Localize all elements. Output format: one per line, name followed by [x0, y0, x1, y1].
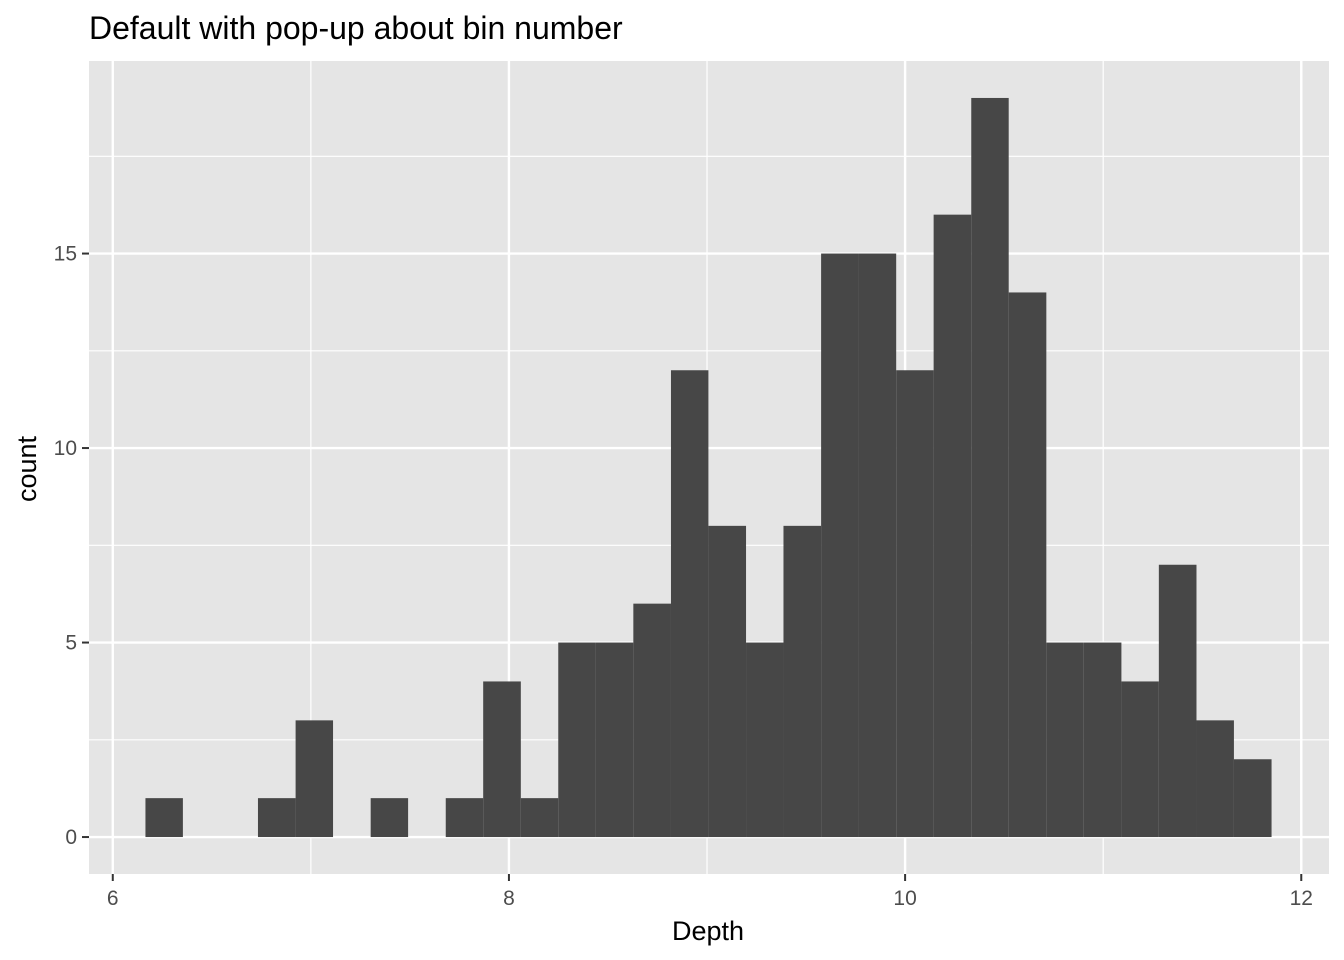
histogram-bar	[295, 720, 334, 838]
y-tick-label: 15	[54, 243, 77, 266]
y-axis: 0 5 10 15	[54, 243, 89, 849]
histogram-bar	[257, 798, 296, 838]
histogram-bar	[858, 253, 897, 838]
x-tick-label: 10	[893, 887, 916, 910]
x-tick-label: 8	[503, 887, 515, 910]
histogram-bar	[821, 253, 859, 838]
histogram-bar	[1008, 292, 1047, 838]
histogram-bar	[746, 642, 784, 838]
histogram-bar	[520, 798, 559, 838]
histogram-bar	[633, 603, 671, 838]
histogram-bar	[445, 798, 484, 838]
histogram-bar	[708, 525, 747, 838]
histogram-bar	[483, 681, 521, 838]
histogram-bar	[670, 370, 709, 838]
y-tick-label: 10	[54, 437, 77, 460]
x-axis: 6 8 10 12	[107, 874, 1313, 910]
y-axis-title: count	[12, 435, 42, 502]
histogram-bar	[558, 642, 596, 838]
histogram-bars	[145, 97, 1272, 838]
chart-title: Default with pop-up about bin number	[89, 10, 623, 46]
histogram-bar	[1196, 720, 1234, 838]
histogram-bar	[145, 798, 183, 838]
x-tick-label: 12	[1290, 887, 1313, 910]
histogram-bar	[595, 642, 634, 838]
histogram-bar	[971, 97, 1009, 838]
y-tick-label: 0	[65, 826, 77, 849]
histogram-bar	[370, 798, 409, 838]
histogram-bar	[896, 370, 934, 838]
histogram-bar	[783, 525, 822, 838]
x-tick-label: 6	[107, 887, 119, 910]
histogram-bar	[1121, 681, 1159, 838]
y-tick-label: 5	[65, 632, 77, 655]
histogram-bar	[933, 214, 972, 838]
histogram-bar	[1083, 642, 1122, 838]
histogram-bar	[1158, 564, 1197, 838]
x-axis-title: Depth	[672, 916, 744, 946]
histogram-bar	[1046, 642, 1084, 838]
histogram-bar	[1233, 759, 1272, 838]
